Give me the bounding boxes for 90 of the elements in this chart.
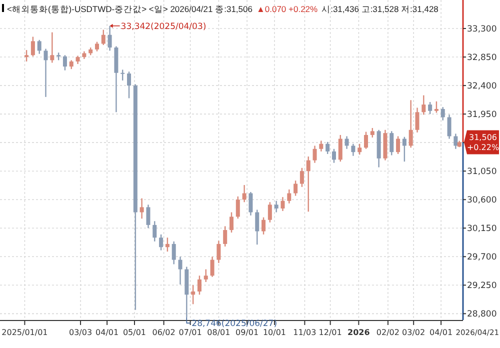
x-tick-label: 07/01	[178, 328, 202, 337]
x-tick-label: 03/03	[68, 328, 92, 337]
x-tick-label: 03/02	[402, 328, 426, 337]
y-tick-label: 33,300	[467, 24, 497, 35]
candlestick	[248, 191, 253, 216]
candlestick	[415, 107, 420, 134]
candlestick	[204, 268, 208, 283]
candlestick	[101, 29, 106, 46]
candlestick	[332, 148, 336, 164]
candlestick	[422, 94, 426, 116]
candlestick	[30, 36, 35, 57]
y-tick-label: 32,400	[467, 82, 497, 92]
candlestick	[24, 49, 29, 62]
candlestick	[358, 143, 362, 156]
candlestick	[351, 143, 356, 156]
x-tick-label: 2026	[348, 328, 370, 337]
candlestick	[242, 184, 246, 203]
candlestick	[434, 100, 438, 114]
candlestick	[262, 216, 266, 236]
candlestick	[120, 69, 125, 82]
candlestick	[268, 202, 272, 224]
annotation: 시:31,436 고:31,528 저:31,428	[322, 4, 439, 14]
candlestick	[390, 130, 394, 156]
candlestick	[428, 101, 432, 115]
annotation: 28,746(2025/06/27)	[192, 319, 278, 330]
candlestick	[454, 133, 458, 150]
candlestick	[140, 198, 144, 220]
y-tick-label: 32,850	[467, 53, 497, 64]
candlestick	[108, 25, 112, 52]
candlestick	[338, 134, 342, 162]
candlestick	[236, 196, 240, 220]
candlestick	[44, 48, 48, 98]
y-tick-label: 29,250	[467, 281, 497, 292]
x-tick-label: 2025/01/01	[2, 328, 48, 337]
candlestick	[370, 127, 374, 138]
y-tick-label: 30,150	[467, 224, 497, 234]
candlestick	[326, 141, 330, 155]
x-tick-label: 09/01	[236, 328, 259, 337]
text: <해외통화(통합)-USDTWD-중간값> <일> 2026/04/21 종:31,506	[7, 4, 253, 14]
x-tick-label: 02/02	[376, 328, 400, 337]
candlestick	[287, 188, 292, 204]
y-tick-label: 30,600	[467, 196, 497, 206]
candlestick	[146, 204, 150, 229]
candlestick	[280, 196, 285, 212]
candlestick	[216, 240, 221, 264]
candlestick	[152, 220, 157, 242]
candlestick	[197, 275, 202, 296]
y-tick-label: 29,700	[467, 252, 497, 263]
candlestick	[364, 131, 368, 150]
text: +0.22%	[466, 143, 500, 152]
candlestick	[255, 209, 260, 246]
candlestick	[159, 234, 164, 251]
candlestick	[94, 41, 99, 52]
y-tick-label: 31,950	[467, 110, 497, 120]
candlestick	[210, 256, 214, 278]
candlestick	[230, 212, 234, 234]
candlestick	[178, 256, 182, 286]
annotation: ▲0.070 +0.22%	[256, 4, 318, 14]
candlestick	[312, 145, 317, 164]
annotation: 33,342(2025/04/03)	[120, 22, 206, 32]
x-tick-label: 12/01	[318, 328, 342, 337]
candlestick	[172, 240, 176, 265]
candlestick	[62, 54, 67, 71]
text: 31,506	[469, 133, 497, 142]
candlestick	[396, 136, 400, 155]
candlestick	[294, 180, 298, 196]
candlestick	[223, 226, 228, 248]
y-tick-label: 28,800	[467, 310, 497, 320]
candlestick	[344, 136, 349, 150]
candlestick	[37, 39, 42, 54]
x-tick-label: 08/01	[207, 328, 230, 337]
x-tick-label: 04/01	[96, 328, 119, 337]
candlestick	[300, 167, 304, 188]
candlestick	[191, 284, 196, 305]
x-tick-label: 11/03	[293, 328, 316, 337]
candlestick	[165, 237, 170, 252]
candlestick	[50, 32, 54, 64]
y-tick-label: 31,050	[467, 167, 497, 178]
candlestick	[274, 200, 278, 213]
candlestick	[408, 100, 413, 148]
candlestick	[319, 140, 324, 152]
candlestick	[127, 71, 132, 99]
x-tick-label: 05/01	[122, 328, 146, 337]
x-tick-label: 10/01	[262, 328, 286, 337]
candlestick	[402, 136, 406, 162]
candlestick	[306, 156, 310, 212]
candlestick	[447, 114, 452, 140]
candlestick	[440, 106, 445, 121]
x-tick-label: 06/02	[152, 328, 176, 337]
x-tick-label: 04/01	[430, 328, 453, 337]
